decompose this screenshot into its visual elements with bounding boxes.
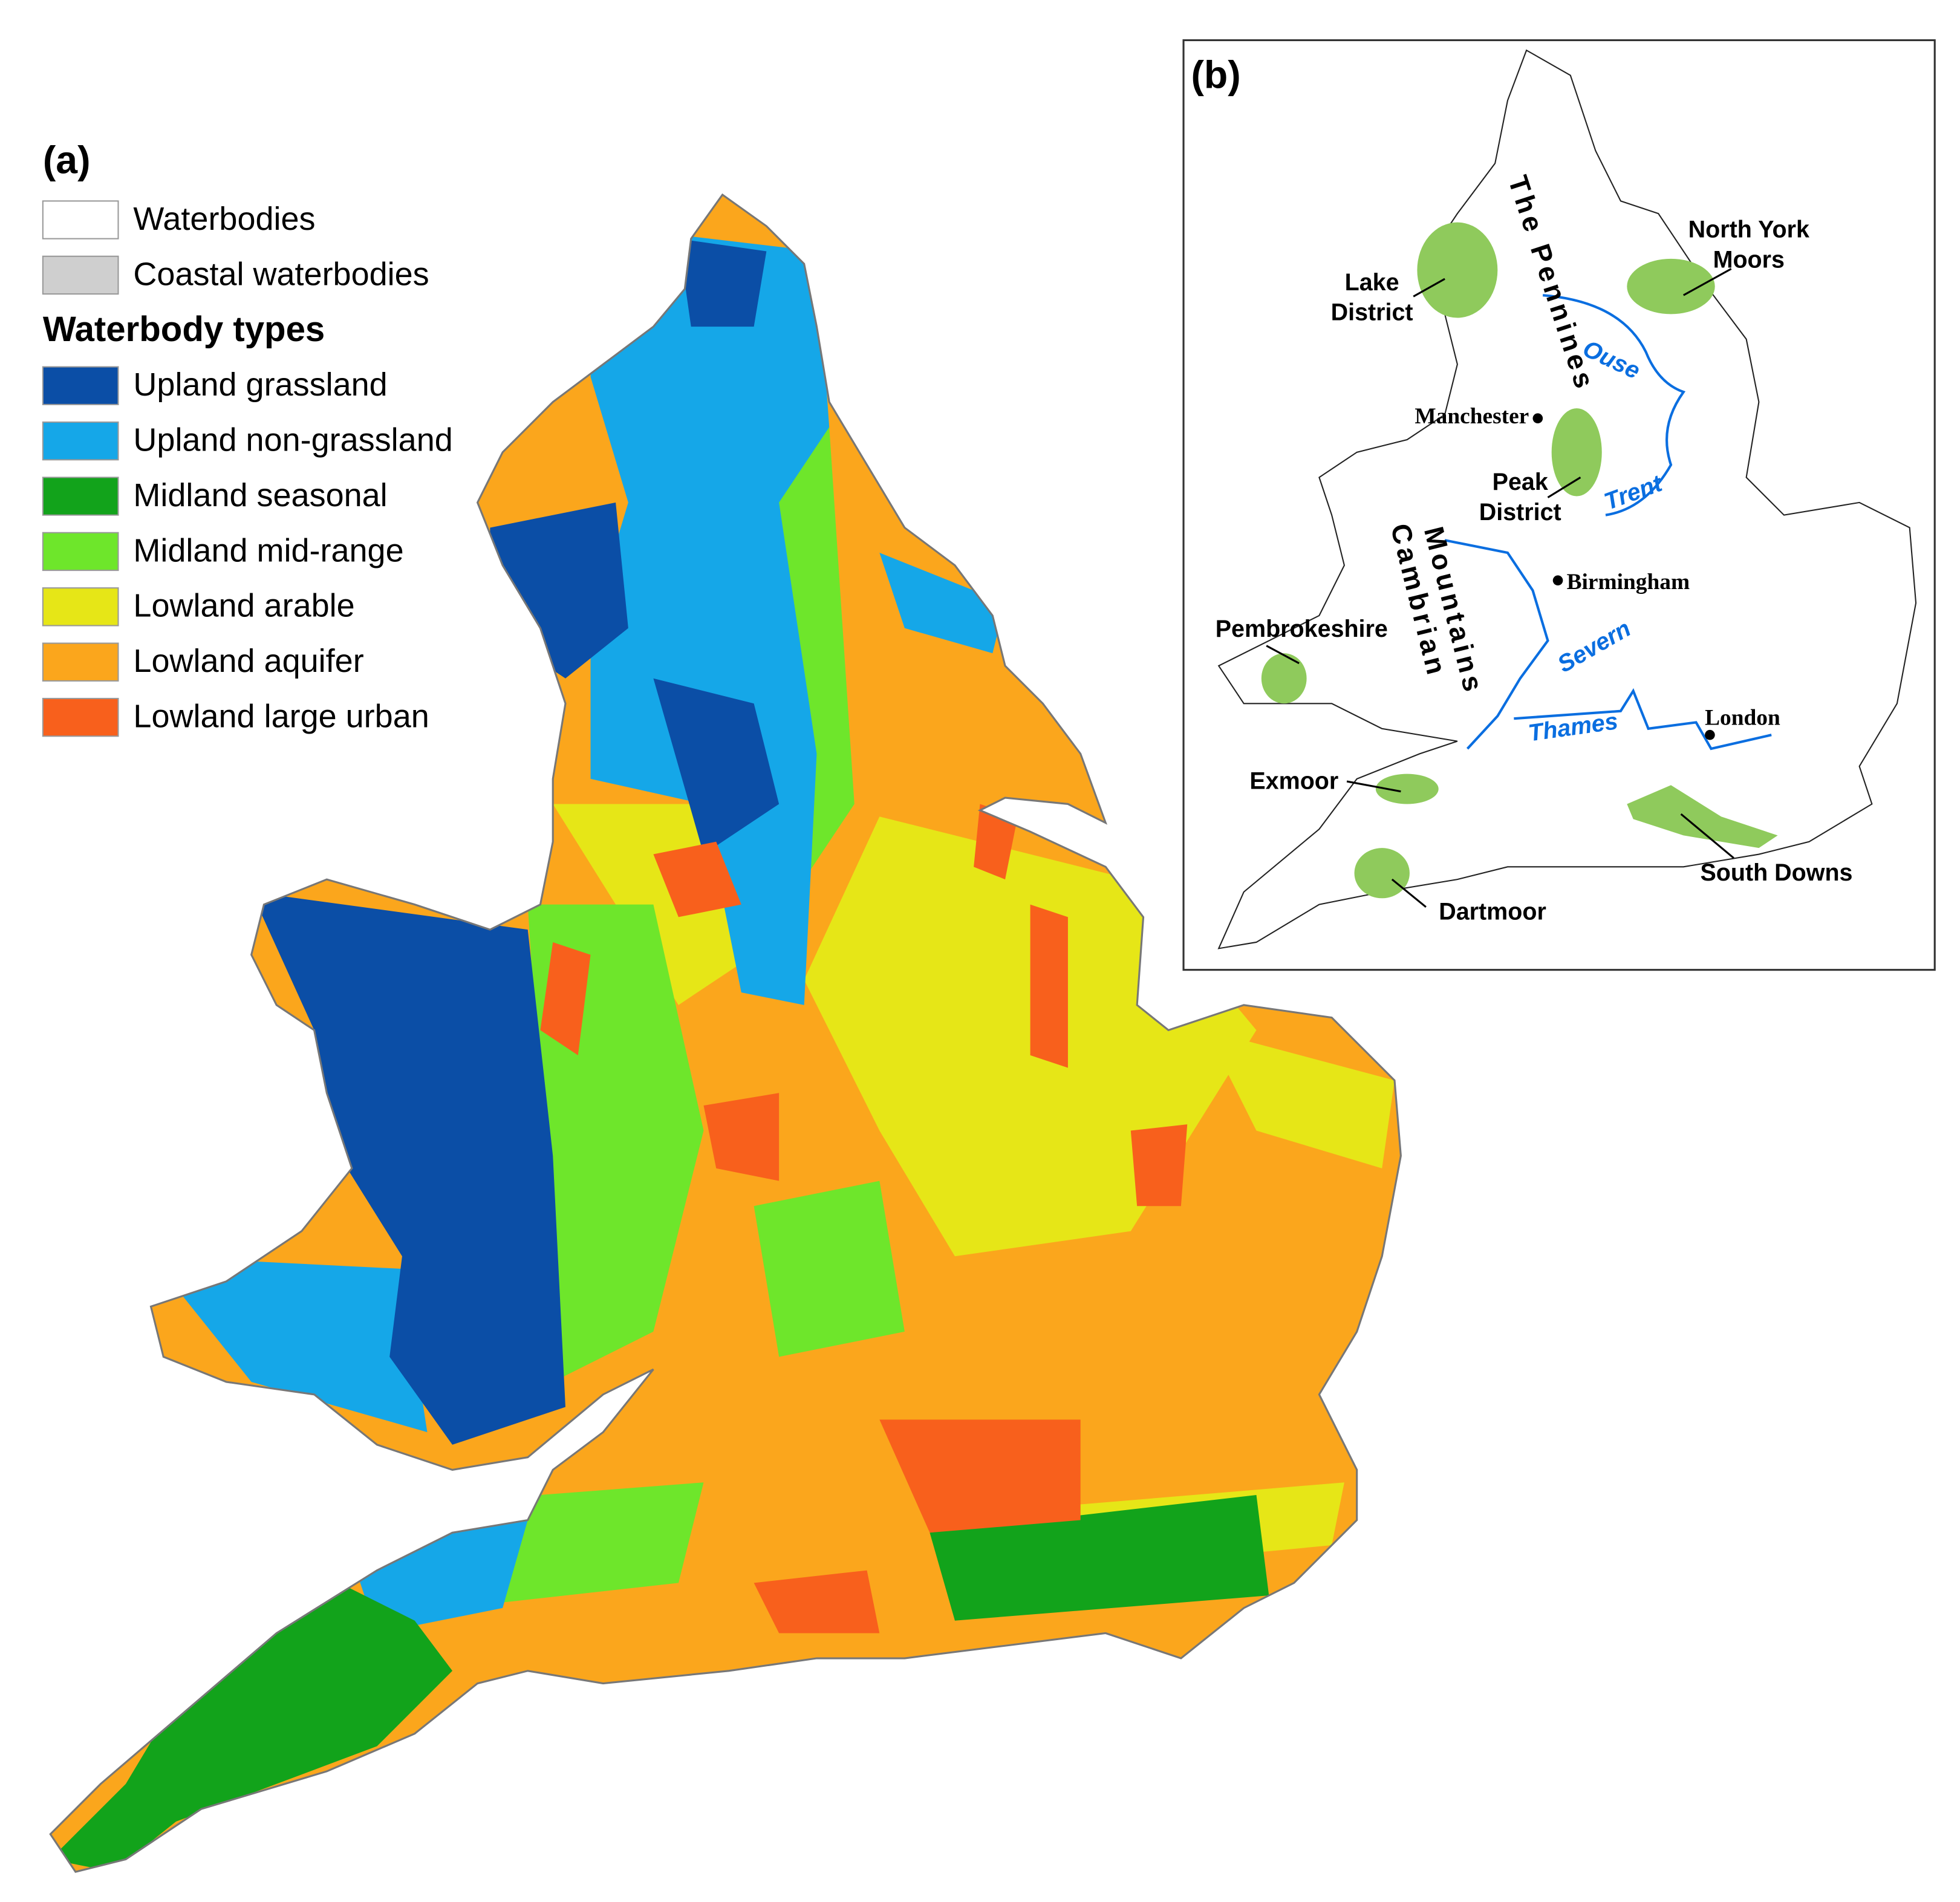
area-label: Peak [1493,469,1548,495]
leader [1547,477,1581,498]
city-dot [1532,413,1543,424]
legend-label: Midland seasonal [133,477,387,513]
city-label: Birmingham [1567,570,1690,594]
areas [1261,222,1778,899]
city-label: London [1705,706,1780,731]
area-label: Dartmoor [1439,899,1546,925]
area [1375,774,1439,804]
legend-label: Midland mid-range [133,532,403,568]
type-area [151,226,1006,1633]
area-label: South Downs [1700,859,1852,886]
leader [1391,878,1427,908]
area [1627,785,1778,848]
legend-label: Upland grassland [133,366,387,403]
type-area [553,804,1395,1571]
legend-label: Waterbodies [133,201,315,237]
legend-swatch [42,421,119,461]
legend-swatch [42,587,119,627]
leader [1683,268,1732,296]
area-label: Lake [1345,269,1399,296]
area [1417,222,1498,318]
legend-swatch [42,255,119,295]
legend-title: Waterbody types [43,310,325,349]
area-label: North York [1688,217,1809,243]
inset-frame [1182,39,1936,971]
type-area [50,1494,1269,1872]
area [1354,848,1410,899]
river [1514,688,1772,751]
legend-label: Upland non-grassland [133,422,452,458]
legend: Waterbodies Coastal waterbodies Waterbody … [42,200,453,737]
legend-label: Coastal waterbodies [133,256,429,292]
legend-label: Lowland large urban [133,698,429,734]
city-label: Manchester [1415,404,1529,429]
panel-label: (a) [43,138,91,182]
city-dot [1552,575,1563,586]
panel-label: (b) [1191,53,1240,96]
legend-swatch [42,697,119,737]
river [1444,539,1549,750]
area-label: Exmoor [1249,768,1338,795]
leader [1413,278,1445,298]
leaders [1266,268,1734,908]
legend-swatch [42,366,119,405]
type-area [201,238,780,1771]
area [1551,408,1602,497]
city-dot [1705,729,1715,740]
area-label: Pembrokeshire [1216,616,1388,642]
area-label: Moors [1713,246,1785,273]
legend-swatch [42,642,119,682]
leader [1266,645,1300,665]
rivers [1444,294,1772,751]
area [1261,653,1307,704]
legend-label: Lowland arable [133,588,354,624]
area-label: District [1331,299,1413,326]
inset-outline [1217,49,1917,949]
legend-label: Lowland aquifer [133,643,363,679]
type-area [540,804,1188,1633]
leader [1346,780,1401,793]
leader [1680,813,1734,859]
area-label: District [1479,499,1561,526]
legend-swatch [42,532,119,572]
area [1627,258,1715,314]
legend-swatch [42,477,119,516]
legend-swatch [42,200,119,239]
river [1542,294,1686,516]
